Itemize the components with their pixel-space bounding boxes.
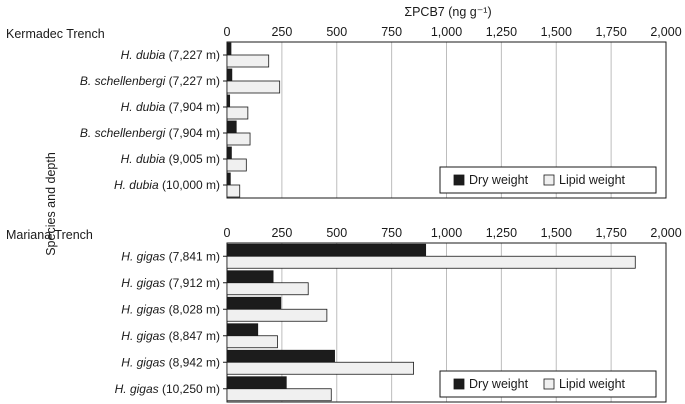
category-label: H. gigas (10,250 m) (115, 382, 220, 396)
bar-lipid-weight (226, 361, 414, 375)
legend: Dry weight Lipid weight (439, 370, 657, 398)
x-tick-label: 750 (381, 25, 402, 39)
bar-dry-weight (226, 243, 427, 257)
bar-lipid-weight (226, 106, 249, 120)
y-axis-title: Species and depth (44, 152, 58, 256)
x-tick-label: 2,000 (650, 25, 681, 39)
bar-lipid-weight (226, 308, 328, 322)
x-tick-label: 250 (271, 226, 292, 240)
category-label: H. dubia (7,904 m) (121, 100, 220, 114)
x-tick-label: 750 (381, 226, 402, 240)
category-label: H. gigas (7,912 m) (121, 276, 220, 290)
depth-value: (8,942 m) (165, 355, 220, 369)
x-tick-label: 1,750 (595, 25, 626, 39)
legend-label: Lipid weight (559, 173, 626, 187)
x-tick-label: 500 (326, 25, 347, 39)
bar-lipid-weight (226, 184, 241, 198)
species-name: H. gigas (115, 382, 159, 396)
bar-lipid-weight (226, 282, 309, 296)
depth-value: (10,000 m) (159, 178, 220, 192)
species-name: H. gigas (121, 329, 165, 343)
depth-value: (7,904 m) (165, 100, 220, 114)
legend: Dry weight Lipid weight (439, 166, 657, 194)
category-label: H. gigas (8,028 m) (121, 302, 220, 316)
species-name: H. gigas (121, 276, 165, 290)
bar-lipid-weight (226, 80, 281, 94)
bar-lipid-weight (226, 335, 278, 349)
bar-lipid-weight (226, 388, 332, 402)
x-tick-label: 0 (224, 226, 231, 240)
bar-dry-weight (226, 296, 282, 310)
category-label: H. gigas (8,942 m) (121, 355, 220, 369)
depth-value: (7,227 m) (165, 74, 220, 88)
plot-frame (226, 41, 667, 199)
bar-dry-weight (226, 172, 231, 186)
species-name: B. schellenbergi (80, 126, 166, 140)
x-tick-label: 1,000 (431, 226, 462, 240)
species-name: H. gigas (121, 355, 165, 369)
x-tick-label: 1,500 (541, 226, 572, 240)
bar-dry-weight (226, 376, 287, 390)
legend-swatch (543, 174, 555, 186)
x-axis-title: ΣPCB7 (ng g⁻¹) (404, 5, 491, 19)
x-tick-label: 1,750 (595, 226, 626, 240)
panel-title: Mariana Trench (6, 228, 93, 242)
bar-lipid-weight (226, 255, 636, 269)
bar-dry-weight (226, 42, 232, 56)
category-label: B. schellenbergi (7,904 m) (80, 126, 220, 140)
bar-dry-weight (226, 349, 335, 363)
legend-swatch (453, 174, 465, 186)
bar-dry-weight (226, 146, 232, 160)
species-name: H. dubia (121, 48, 166, 62)
category-label: H. gigas (8,847 m) (121, 329, 220, 343)
depth-value: (10,250 m) (159, 382, 220, 396)
category-label: B. schellenbergi (7,227 m) (80, 74, 220, 88)
legend-swatch (543, 378, 555, 390)
category-label: H. gigas (7,841 m) (121, 249, 220, 263)
bar-dry-weight (226, 68, 233, 82)
bar-lipid-weight (226, 132, 251, 146)
species-name: H. dubia (121, 100, 166, 114)
bar-lipid-weight (226, 158, 247, 172)
x-tick-label: 2,000 (650, 226, 681, 240)
species-name: B. schellenbergi (80, 74, 166, 88)
depth-value: (7,912 m) (165, 276, 220, 290)
panel-1: Mariana Trench 0 250 500 750 1,000 1,250 1,500 1… (6, 226, 682, 403)
bar-lipid-weight (226, 54, 270, 68)
panel-title: Kermadec Trench (6, 27, 105, 41)
legend-swatch (453, 378, 465, 390)
depth-value: (8,847 m) (165, 329, 220, 343)
category-label: H. dubia (9,005 m) (121, 152, 220, 166)
category-label: H. dubia (7,227 m) (121, 48, 220, 62)
legend-label: Dry weight (469, 377, 529, 391)
depth-value: (8,028 m) (165, 302, 220, 316)
depth-value: (7,227 m) (165, 48, 220, 62)
x-tick-label: 1,250 (486, 25, 517, 39)
legend-label: Dry weight (469, 173, 529, 187)
species-name: H. dubia (114, 178, 159, 192)
depth-value: (9,005 m) (165, 152, 220, 166)
bar-dry-weight (226, 270, 274, 284)
bar-dry-weight (226, 94, 231, 108)
panel-0: Kermadec Trench 0 250 500 750 1,000 1,250 1,500… (6, 25, 682, 199)
category-label: H. dubia (10,000 m) (114, 178, 220, 192)
depth-value: (7,904 m) (165, 126, 220, 140)
species-name: H. gigas (121, 302, 165, 316)
species-name: H. gigas (121, 249, 165, 263)
x-tick-label: 1,500 (541, 25, 572, 39)
x-tick-label: 1,000 (431, 25, 462, 39)
depth-value: (7,841 m) (165, 249, 220, 263)
x-tick-label: 250 (271, 25, 292, 39)
legend-label: Lipid weight (559, 377, 626, 391)
bar-dry-weight (226, 323, 259, 337)
x-tick-label: 0 (224, 25, 231, 39)
x-tick-label: 500 (326, 226, 347, 240)
bar-dry-weight (226, 120, 237, 134)
plot-frame (226, 242, 667, 403)
x-tick-label: 1,250 (486, 226, 517, 240)
species-name: H. dubia (121, 152, 166, 166)
